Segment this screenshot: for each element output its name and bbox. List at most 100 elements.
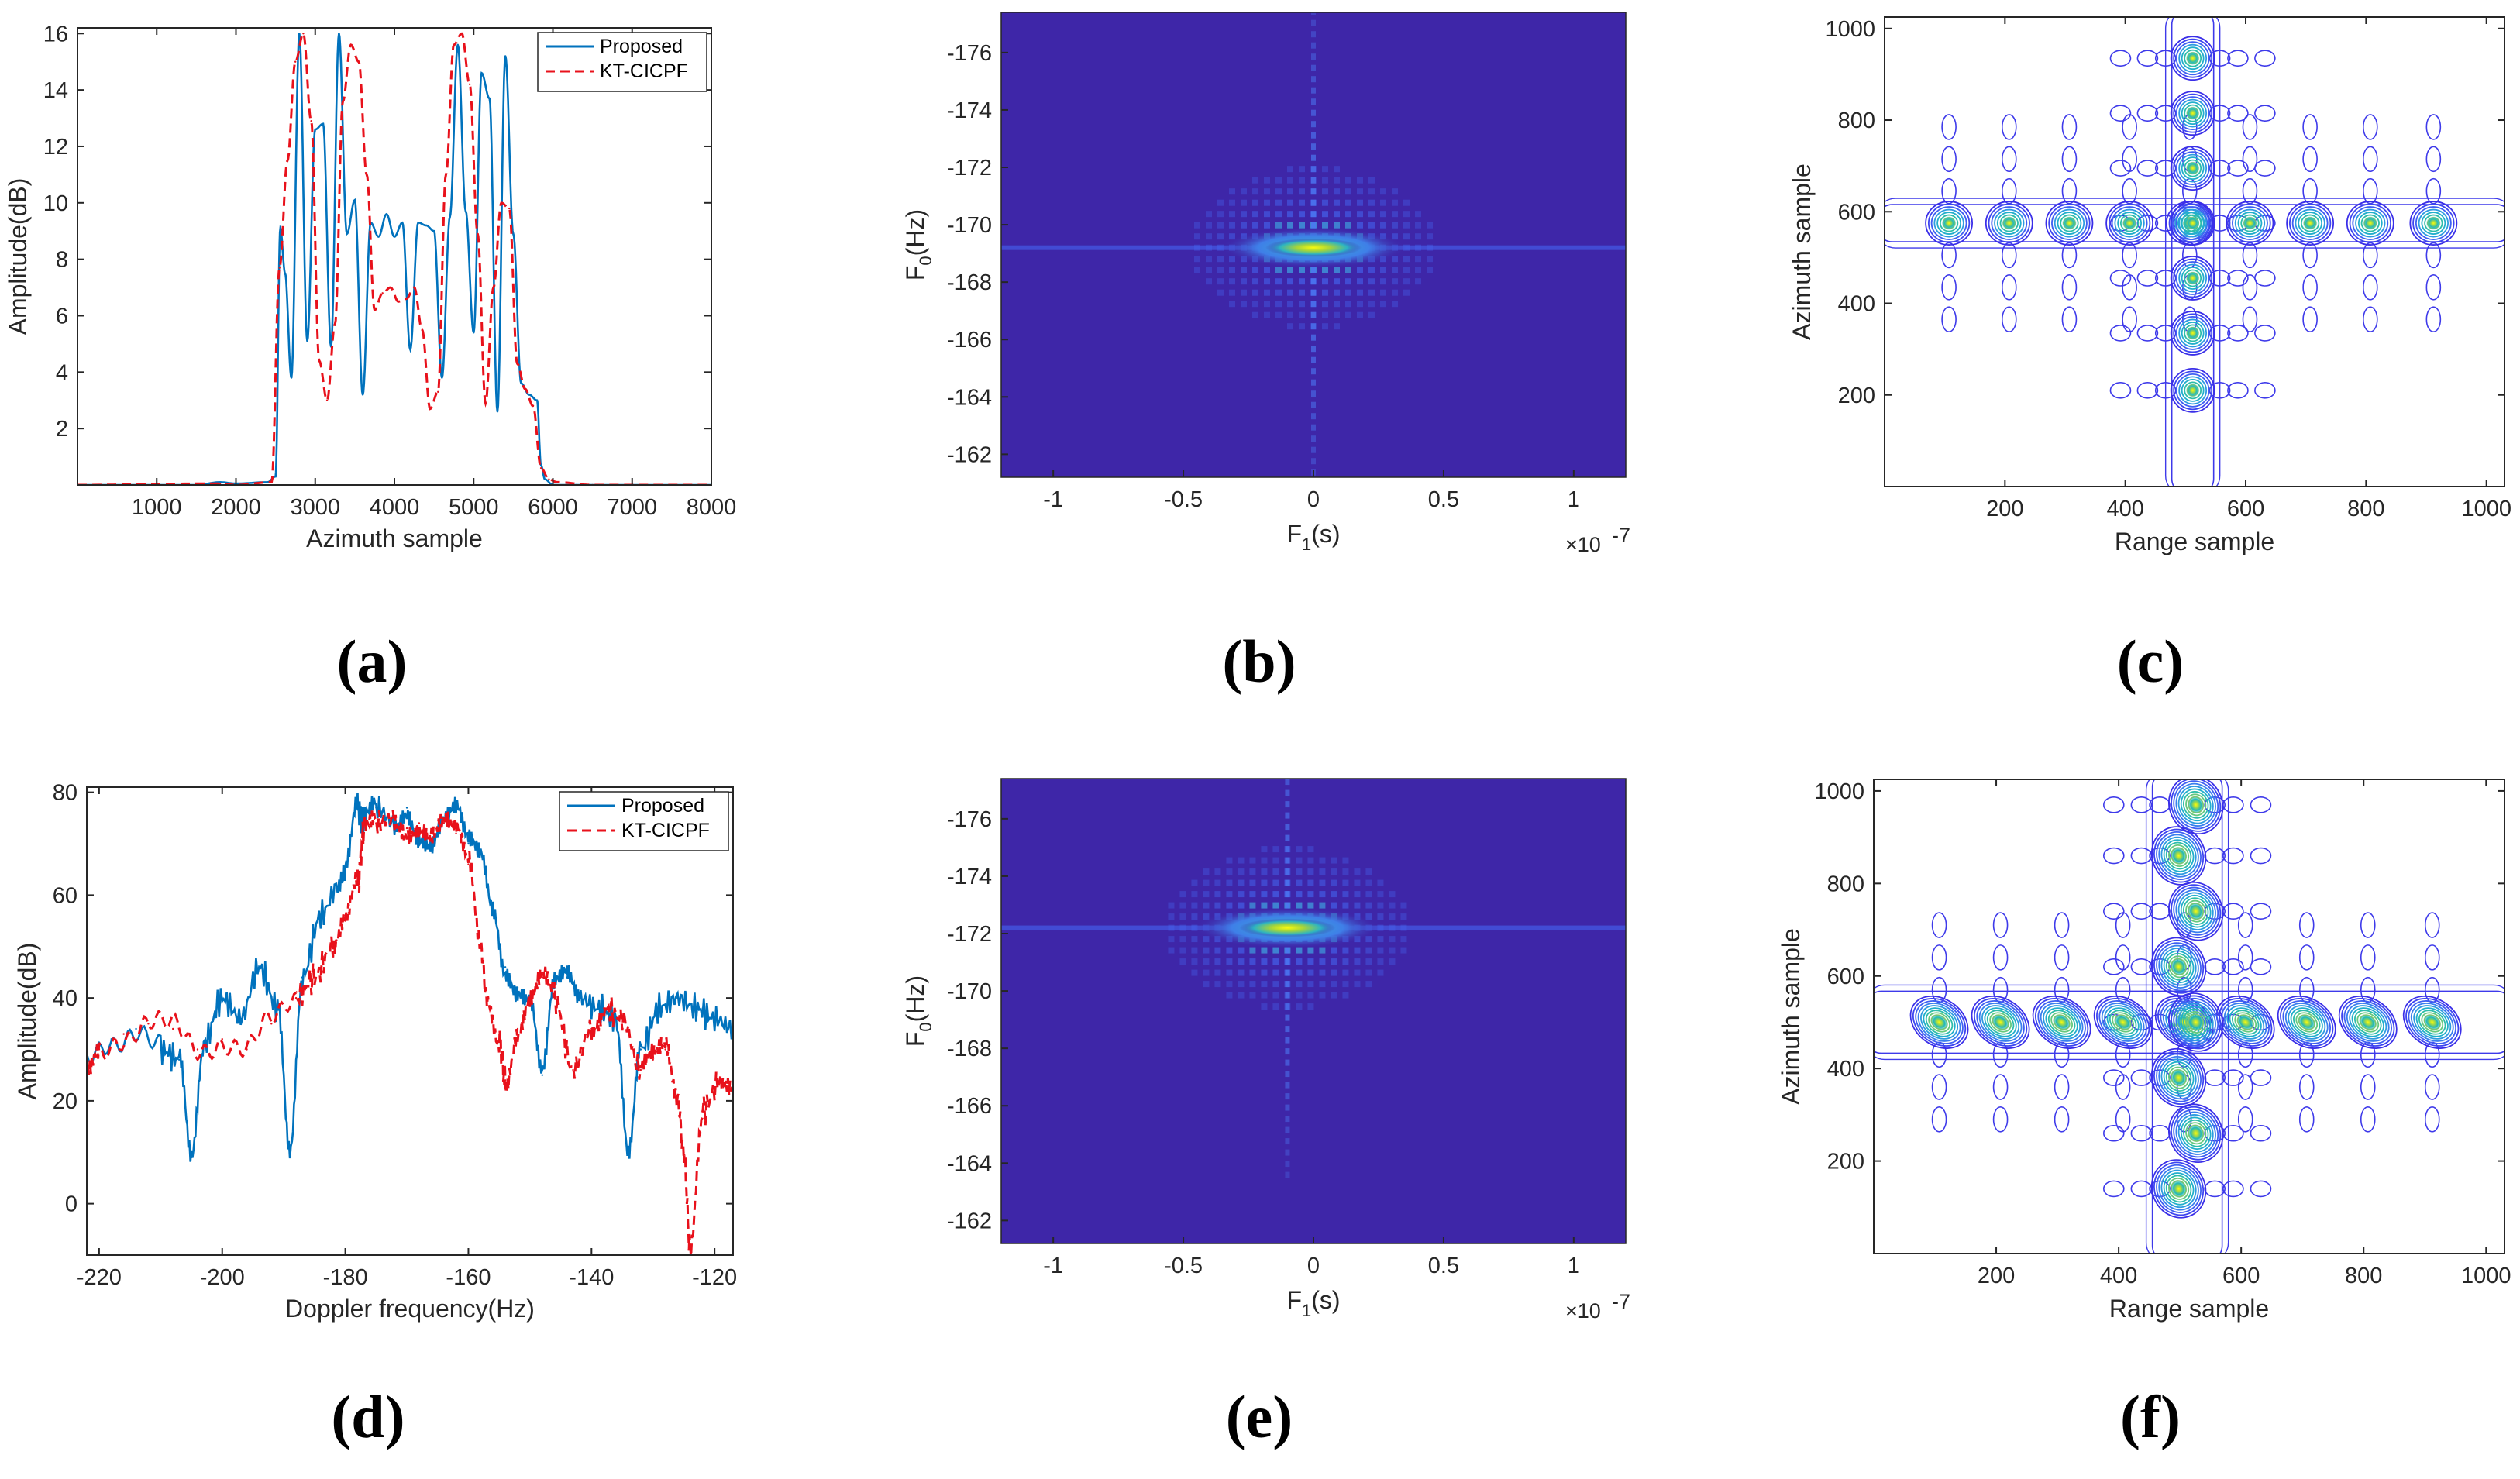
target-contour [2357, 212, 2383, 235]
sidelobe-dot [1299, 278, 1305, 285]
sidelobe-dot [1168, 913, 1175, 920]
target-contour [2173, 780, 2219, 830]
sidelobe-dot [1287, 301, 1293, 308]
sidelobe-contour [2001, 306, 2017, 333]
sidelobe-dot [1322, 211, 1328, 218]
data-point [496, 411, 499, 413]
sidelobe-contour [1992, 1106, 2009, 1133]
sidelobe-contour [2136, 105, 2159, 122]
target-contour [2180, 788, 2212, 822]
target-contour [2221, 1000, 2270, 1044]
data-point [221, 996, 223, 999]
sidelobe-dot [1261, 891, 1268, 898]
y-tick-label: -174 [947, 98, 992, 123]
x-tick-label: 400 [2106, 497, 2143, 521]
sidelobe-dot [1389, 902, 1396, 909]
sidelobe-dot [1261, 958, 1268, 965]
target-contour [2170, 201, 2215, 246]
sidelobe-dot [1365, 913, 1372, 920]
data-point [353, 198, 356, 201]
sidelobe-dot [1275, 289, 1282, 296]
sidelobe-dot [1249, 947, 1256, 954]
sidelobe-dot [1319, 879, 1326, 886]
x-tick-label: 200 [1986, 497, 2023, 521]
data-point [375, 807, 377, 809]
data-point [344, 920, 346, 922]
sidelobe-contour [2250, 796, 2272, 813]
sidelobe-contour [2425, 306, 2442, 333]
sidelobe-contour [1941, 242, 1957, 269]
sidelobe-dot [1427, 233, 1433, 240]
x-tick-label: 0 [1307, 487, 1320, 512]
target-contour [2175, 41, 2210, 76]
sidelobe-dot [1203, 969, 1210, 976]
data-point [516, 363, 518, 365]
sidelobe-dot [1241, 301, 1247, 308]
streak-dot [1285, 846, 1290, 853]
data-point [528, 996, 532, 999]
target-contour [2057, 212, 2082, 235]
streak-dot [1311, 323, 1316, 330]
data-point [342, 100, 344, 102]
target-contour [2173, 258, 2213, 298]
panel-caption: (e) [1226, 1383, 1293, 1450]
target-contour [2295, 1012, 2319, 1033]
sidelobe-contour [2362, 146, 2378, 173]
sidelobe-dot [1275, 188, 1282, 195]
sidelobe-dot [1229, 267, 1235, 273]
sidelobe-dot [1229, 211, 1235, 218]
sidelobe-dot [1229, 188, 1235, 195]
sidelobe-contour [2130, 796, 2153, 813]
sidelobe-dot [1179, 958, 1186, 965]
data-point [548, 478, 550, 480]
data-point [516, 986, 519, 989]
sidelobe-contour [2001, 146, 2017, 173]
sidelobe-dot [1191, 947, 1198, 954]
sidelobe-dot [1275, 301, 1282, 308]
x-axis-label: Range sample [2109, 1295, 2269, 1323]
target-contour [2175, 151, 2210, 186]
data-point [492, 286, 495, 289]
data-point [294, 996, 298, 999]
streak-dot [1285, 789, 1290, 796]
sidelobe-dot [1252, 301, 1258, 308]
target-contour [2240, 214, 2260, 232]
sidelobe-contour [2109, 270, 2132, 287]
sidelobe-dot [1342, 992, 1349, 999]
data-point [338, 883, 340, 886]
sidelobe-dot [1249, 868, 1256, 875]
sidelobe-dot [1415, 267, 1421, 273]
target-contour [2153, 828, 2205, 883]
x-tick-label: -160 [446, 1265, 491, 1290]
data-point [432, 230, 435, 232]
sidelobe-dot [1415, 211, 1421, 218]
sidelobe-dot [1354, 981, 1361, 988]
target-contour [2032, 995, 2091, 1049]
data-point [658, 1007, 660, 1010]
target-contour [2300, 214, 2320, 232]
sidelobe-contour [2102, 1180, 2125, 1198]
sidelobe-contour [2001, 274, 2017, 301]
data-point [374, 308, 376, 311]
sidelobe-contour [2122, 274, 2137, 301]
target-contour [2182, 1119, 2209, 1147]
target-contour [2098, 1000, 2147, 1044]
sidelobe-contour [2237, 944, 2253, 971]
target-contour [2291, 206, 2329, 240]
streak-dot [1285, 1003, 1290, 1010]
streak-dot [1285, 969, 1290, 976]
target-contour [2154, 995, 2214, 1049]
target-contour [2177, 786, 2214, 824]
sidelobe-dot [1357, 311, 1363, 318]
sidelobe-contour [2061, 146, 2078, 173]
sidelobe-dot [1322, 289, 1328, 296]
sidelobe-dot [1261, 857, 1268, 864]
sidelobe-dot [1264, 211, 1270, 218]
sidelobe-contour [2102, 796, 2125, 813]
sidelobe-dot [1377, 913, 1384, 920]
sidelobe-dot [1217, 211, 1224, 218]
sidelobe-dot [1217, 199, 1224, 206]
data-point [512, 232, 515, 236]
data-point [429, 408, 432, 410]
sidelobe-dot [1368, 211, 1375, 218]
